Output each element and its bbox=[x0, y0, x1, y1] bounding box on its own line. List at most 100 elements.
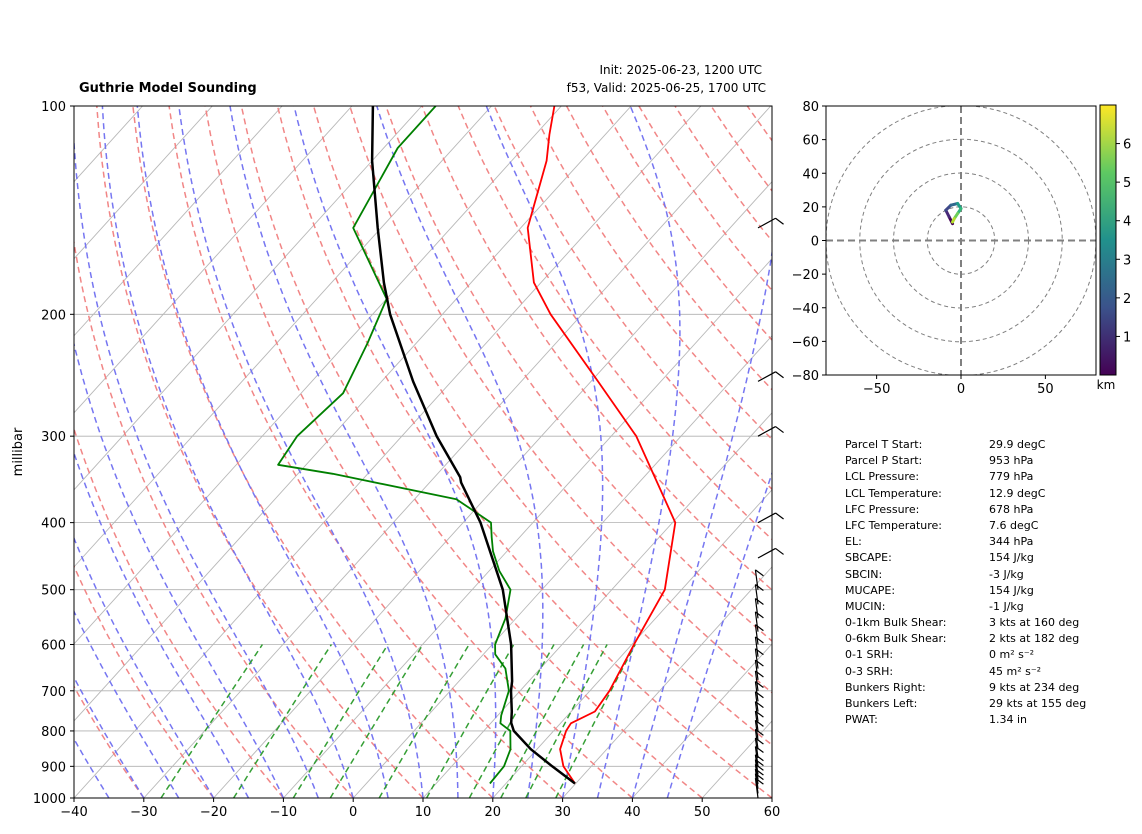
parameter-label: PWAT: bbox=[845, 713, 878, 727]
colorbar-tick-label: 6 bbox=[1123, 138, 1131, 153]
wind-barb-staff bbox=[757, 426, 776, 437]
wind-barb-staff bbox=[754, 759, 759, 780]
isotherm bbox=[74, 106, 353, 414]
wind-barb-flag bbox=[775, 512, 784, 520]
wind-barb-flag bbox=[775, 426, 784, 434]
dry-adiabat bbox=[204, 106, 633, 798]
mixing-ratio-line bbox=[500, 644, 585, 798]
mixing-ratio-line bbox=[468, 644, 555, 798]
parameter-value: -1 J/kg bbox=[989, 599, 1024, 613]
height-colorbar: 1 2 3 4 5 6 km bbox=[1097, 104, 1131, 392]
y-tick-label: 800 bbox=[41, 725, 66, 740]
hodograph-y-tick-label: −60 bbox=[792, 335, 819, 350]
parameter-value: 29 kts at 155 deg bbox=[989, 697, 1087, 710]
skewt-plot: −40 −30 −20 −10 0 10 20 30 40 50 60100200300400500… bbox=[11, 100, 780, 820]
isotherm bbox=[74, 106, 562, 645]
moist-adiabat bbox=[293, 106, 497, 798]
x-tick-label: 10 bbox=[415, 805, 432, 820]
x-tick-label: 30 bbox=[554, 805, 571, 820]
isotherm bbox=[143, 106, 772, 798]
valid-time: f53, Valid: 2025-06-25, 1700 UTC bbox=[567, 81, 766, 95]
wind-barbs bbox=[754, 217, 784, 799]
parcel-profile-line bbox=[370, 106, 576, 785]
dry-adiabat bbox=[74, 238, 354, 798]
x-tick-label: 20 bbox=[485, 805, 502, 820]
mixing-ratio-line bbox=[292, 644, 389, 798]
x-tick-label: 0 bbox=[349, 805, 357, 820]
hodograph-x-tick-label: −50 bbox=[863, 382, 890, 397]
wind-barb-staff bbox=[754, 737, 759, 758]
dewpoint-line bbox=[277, 106, 512, 785]
wind-barb-staff bbox=[754, 764, 759, 785]
wind-barb-staff bbox=[757, 217, 776, 229]
colorbar-tick-label: 5 bbox=[1123, 176, 1131, 191]
wind-barb-flag bbox=[775, 217, 784, 225]
parameter-label: 0-1 SRH: bbox=[845, 648, 894, 662]
wind-barb-staff bbox=[754, 711, 759, 732]
parameter-label: Bunkers Right: bbox=[845, 680, 926, 694]
x-tick-label: −10 bbox=[270, 805, 297, 820]
hodograph-y-tick-label: 0 bbox=[811, 235, 819, 250]
parameter-value: -3 J/kg bbox=[989, 567, 1024, 581]
parameter-label: Bunkers Left: bbox=[845, 697, 918, 710]
dry-adiabat bbox=[421, 106, 772, 591]
hodograph-y-tick-label: 40 bbox=[802, 167, 819, 182]
parameter-value: 29.9 degC bbox=[989, 438, 1046, 451]
mixing-ratio-line bbox=[160, 644, 264, 798]
hodograph-x-tick-label: 0 bbox=[957, 382, 965, 397]
wind-barb-staff bbox=[754, 720, 759, 741]
parameter-value: 779 hPa bbox=[989, 470, 1034, 484]
isotherm bbox=[213, 180, 772, 798]
parameter-label: LFC Pressure: bbox=[845, 502, 920, 516]
wind-barb-staff bbox=[754, 584, 759, 605]
colorbar-tick-label: 4 bbox=[1123, 215, 1131, 230]
mixing-ratio-line bbox=[378, 644, 470, 798]
moist-adiabat bbox=[74, 128, 319, 798]
parameter-label: MUCAPE: bbox=[845, 583, 896, 597]
isotherm bbox=[632, 643, 772, 798]
mixing-ratio-line bbox=[425, 644, 515, 798]
parameter-label: LCL Pressure: bbox=[845, 470, 920, 484]
wind-barb-staff bbox=[754, 624, 759, 645]
hodograph-y-tick-label: 80 bbox=[802, 100, 819, 115]
mixing-ratio-line bbox=[525, 644, 608, 798]
isotherm bbox=[283, 258, 772, 798]
x-tick-label: −20 bbox=[200, 805, 227, 820]
isotherm bbox=[352, 335, 772, 798]
parameter-label: 0-6km Bulk Shear: bbox=[845, 632, 947, 646]
parameter-value: 1.34 in bbox=[989, 713, 1028, 727]
parameter-value: 9 kts at 234 deg bbox=[989, 680, 1080, 694]
hodograph-y-tick-label: 60 bbox=[802, 134, 819, 149]
hodograph-trace bbox=[951, 217, 956, 224]
y-tick-label: 300 bbox=[41, 430, 66, 445]
dry-adiabat bbox=[312, 106, 772, 746]
parameter-label: SBCAPE: bbox=[845, 551, 892, 565]
parameter-label: 0-3 SRH: bbox=[845, 664, 894, 678]
wind-barb-flag bbox=[755, 569, 764, 577]
hodograph-y-tick-label: −40 bbox=[792, 302, 819, 317]
wind-barb-staff bbox=[754, 746, 759, 767]
wind-barb-staff bbox=[754, 598, 759, 619]
wind-barb-staff bbox=[757, 547, 776, 559]
wind-barb-flag bbox=[775, 371, 784, 379]
wind-barb-flag bbox=[755, 598, 764, 605]
moist-adiabat bbox=[136, 106, 389, 798]
moist-adiabat bbox=[596, 106, 681, 798]
y-tick-label: 500 bbox=[41, 584, 66, 599]
parameter-label: Parcel P Start: bbox=[845, 454, 923, 468]
dry-adiabat bbox=[74, 564, 215, 798]
parameter-value: 154 J/kg bbox=[989, 583, 1034, 597]
moist-adiabat bbox=[229, 106, 459, 798]
mixing-ratio-line bbox=[555, 644, 636, 798]
isotherm bbox=[74, 106, 423, 491]
wind-barb-staff bbox=[754, 681, 759, 702]
parameter-value: 678 hPa bbox=[989, 502, 1034, 516]
wind-barb-staff bbox=[754, 729, 759, 750]
wind-barb-staff bbox=[757, 512, 776, 524]
dry-adiabat bbox=[349, 106, 772, 694]
isotherm bbox=[771, 797, 772, 798]
moist-adiabat bbox=[666, 470, 772, 798]
colorbar-tick-label: 1 bbox=[1123, 330, 1131, 345]
parameter-value: 7.6 degC bbox=[989, 518, 1039, 532]
